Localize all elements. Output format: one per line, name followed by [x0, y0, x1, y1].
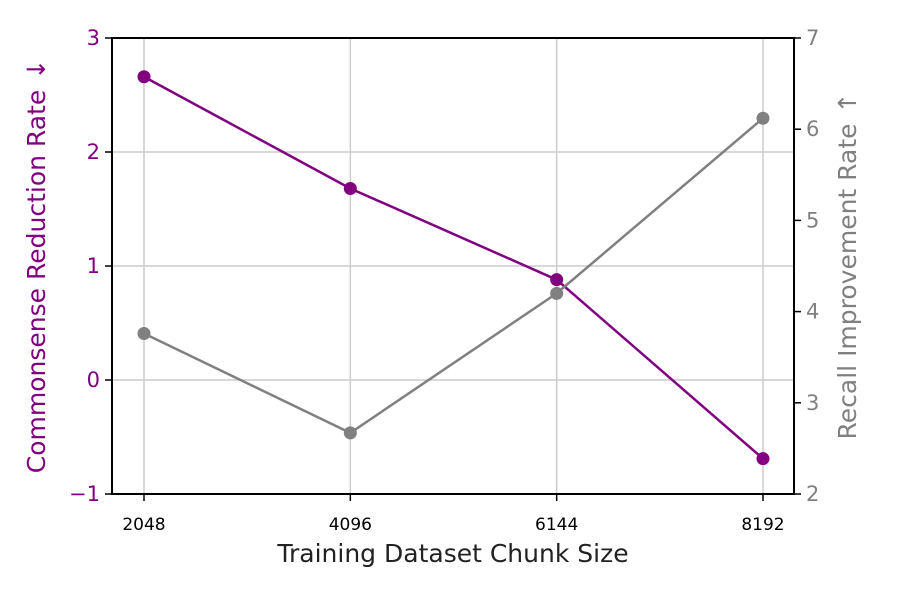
left-y-tick-label: 0 [87, 368, 100, 392]
left-y-tick-label: 1 [87, 254, 100, 278]
right-y-axis-title: Recall Improvement Rate [833, 123, 862, 439]
right-y-tick-label: 3 [806, 391, 819, 415]
left-y-tick-label: −1 [69, 482, 100, 506]
commonsense-series-line [143, 75, 764, 460]
right-y-tick-label: 4 [806, 300, 819, 324]
right-y-tick-label: 5 [806, 208, 819, 232]
x-tick-label: 6144 [535, 515, 578, 535]
left-y-tick-label: 3 [87, 26, 100, 50]
left-y-tick-label: 2 [87, 140, 100, 164]
recall-point [756, 111, 770, 125]
commonsense-point [137, 70, 151, 84]
recall-point [343, 426, 357, 440]
tick-labels: −1 0 1 2 3 2 3 4 5 6 7 2048 4096 6144 8192 [69, 26, 819, 535]
right-y-axis-arrow: ↑ [833, 93, 862, 114]
series-layer [137, 70, 770, 466]
right-y-tick-label: 7 [806, 26, 819, 50]
left-y-axis-arrow: ↓ [22, 59, 51, 80]
grid-lines [112, 37, 794, 495]
recall-series-line [143, 117, 764, 435]
x-tick-label: 2048 [122, 515, 165, 535]
x-axis-label: Training Dataset Chunk Size [276, 539, 628, 568]
left-y-axis-label: Commonsense Reduction Rate ↓ [22, 59, 51, 473]
right-y-tick-label: 2 [806, 482, 819, 506]
tick-marks [105, 37, 801, 501]
right-y-axis-label: Recall Improvement Rate ↑ [833, 93, 862, 440]
recall-point [137, 326, 151, 340]
x-tick-label: 8192 [741, 515, 784, 535]
commonsense-point [756, 452, 770, 466]
right-y-tick-label: 6 [806, 117, 819, 141]
recall-point [550, 286, 564, 300]
commonsense-point [550, 273, 564, 287]
x-tick-label: 4096 [329, 515, 372, 535]
left-y-axis-title: Commonsense Reduction Rate [22, 90, 51, 473]
commonsense-point [343, 181, 357, 195]
